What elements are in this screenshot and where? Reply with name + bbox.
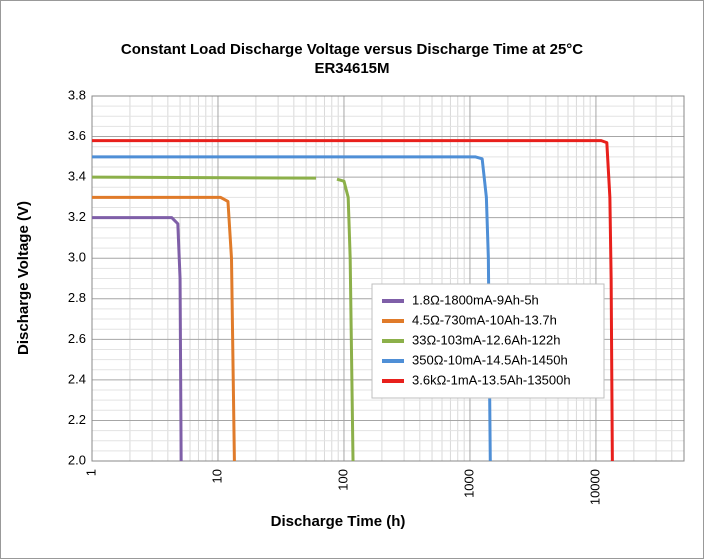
chart-subtitle: ER34615M: [314, 60, 389, 77]
y-tick-label: 2.2: [68, 412, 86, 427]
x-tick-label: 10: [209, 469, 224, 483]
y-axis-label: Discharge Voltage (V): [15, 201, 32, 355]
series-line: [336, 177, 355, 462]
legend-label: 3.6kΩ-1mA-13.5Ah-13500h: [412, 372, 571, 387]
series-line: [92, 139, 614, 462]
legend-label: 4.5Ω-730mA-10Ah-13.7h: [412, 312, 557, 327]
x-tick-label: 100: [335, 469, 350, 491]
y-tick-label: 3.4: [68, 169, 86, 184]
legend-box: [371, 283, 605, 399]
chart-title: Constant Load Discharge Voltage versus D…: [121, 41, 583, 58]
x-tick-label: 10000: [587, 469, 602, 505]
series-line: [92, 216, 183, 462]
series-line: [92, 195, 236, 462]
y-tick-label: 3.8: [68, 87, 86, 102]
y-tick-label: 3.0: [68, 250, 86, 265]
y-tick-label: 2.8: [68, 290, 86, 305]
x-tick-label: 1: [83, 469, 98, 476]
legend-label: 350Ω-10mA-14.5Ah-1450h: [412, 352, 568, 367]
plot-frame: [91, 95, 685, 462]
legend-label: 1.8Ω-1800mA-9Ah-5h: [412, 292, 539, 307]
legend-label: 33Ω-103mA-12.6Ah-122h: [412, 332, 560, 347]
y-tick-label: 2.0: [68, 452, 86, 467]
x-tick-label: 1000: [461, 469, 476, 498]
series-line: [91, 175, 317, 180]
y-tick-label: 2.4: [68, 371, 86, 386]
y-tick-label: 3.6: [68, 128, 86, 143]
y-tick-label: 2.6: [68, 331, 86, 346]
x-axis-label: Discharge Time (h): [271, 513, 406, 530]
y-tick-label: 3.2: [68, 209, 86, 224]
